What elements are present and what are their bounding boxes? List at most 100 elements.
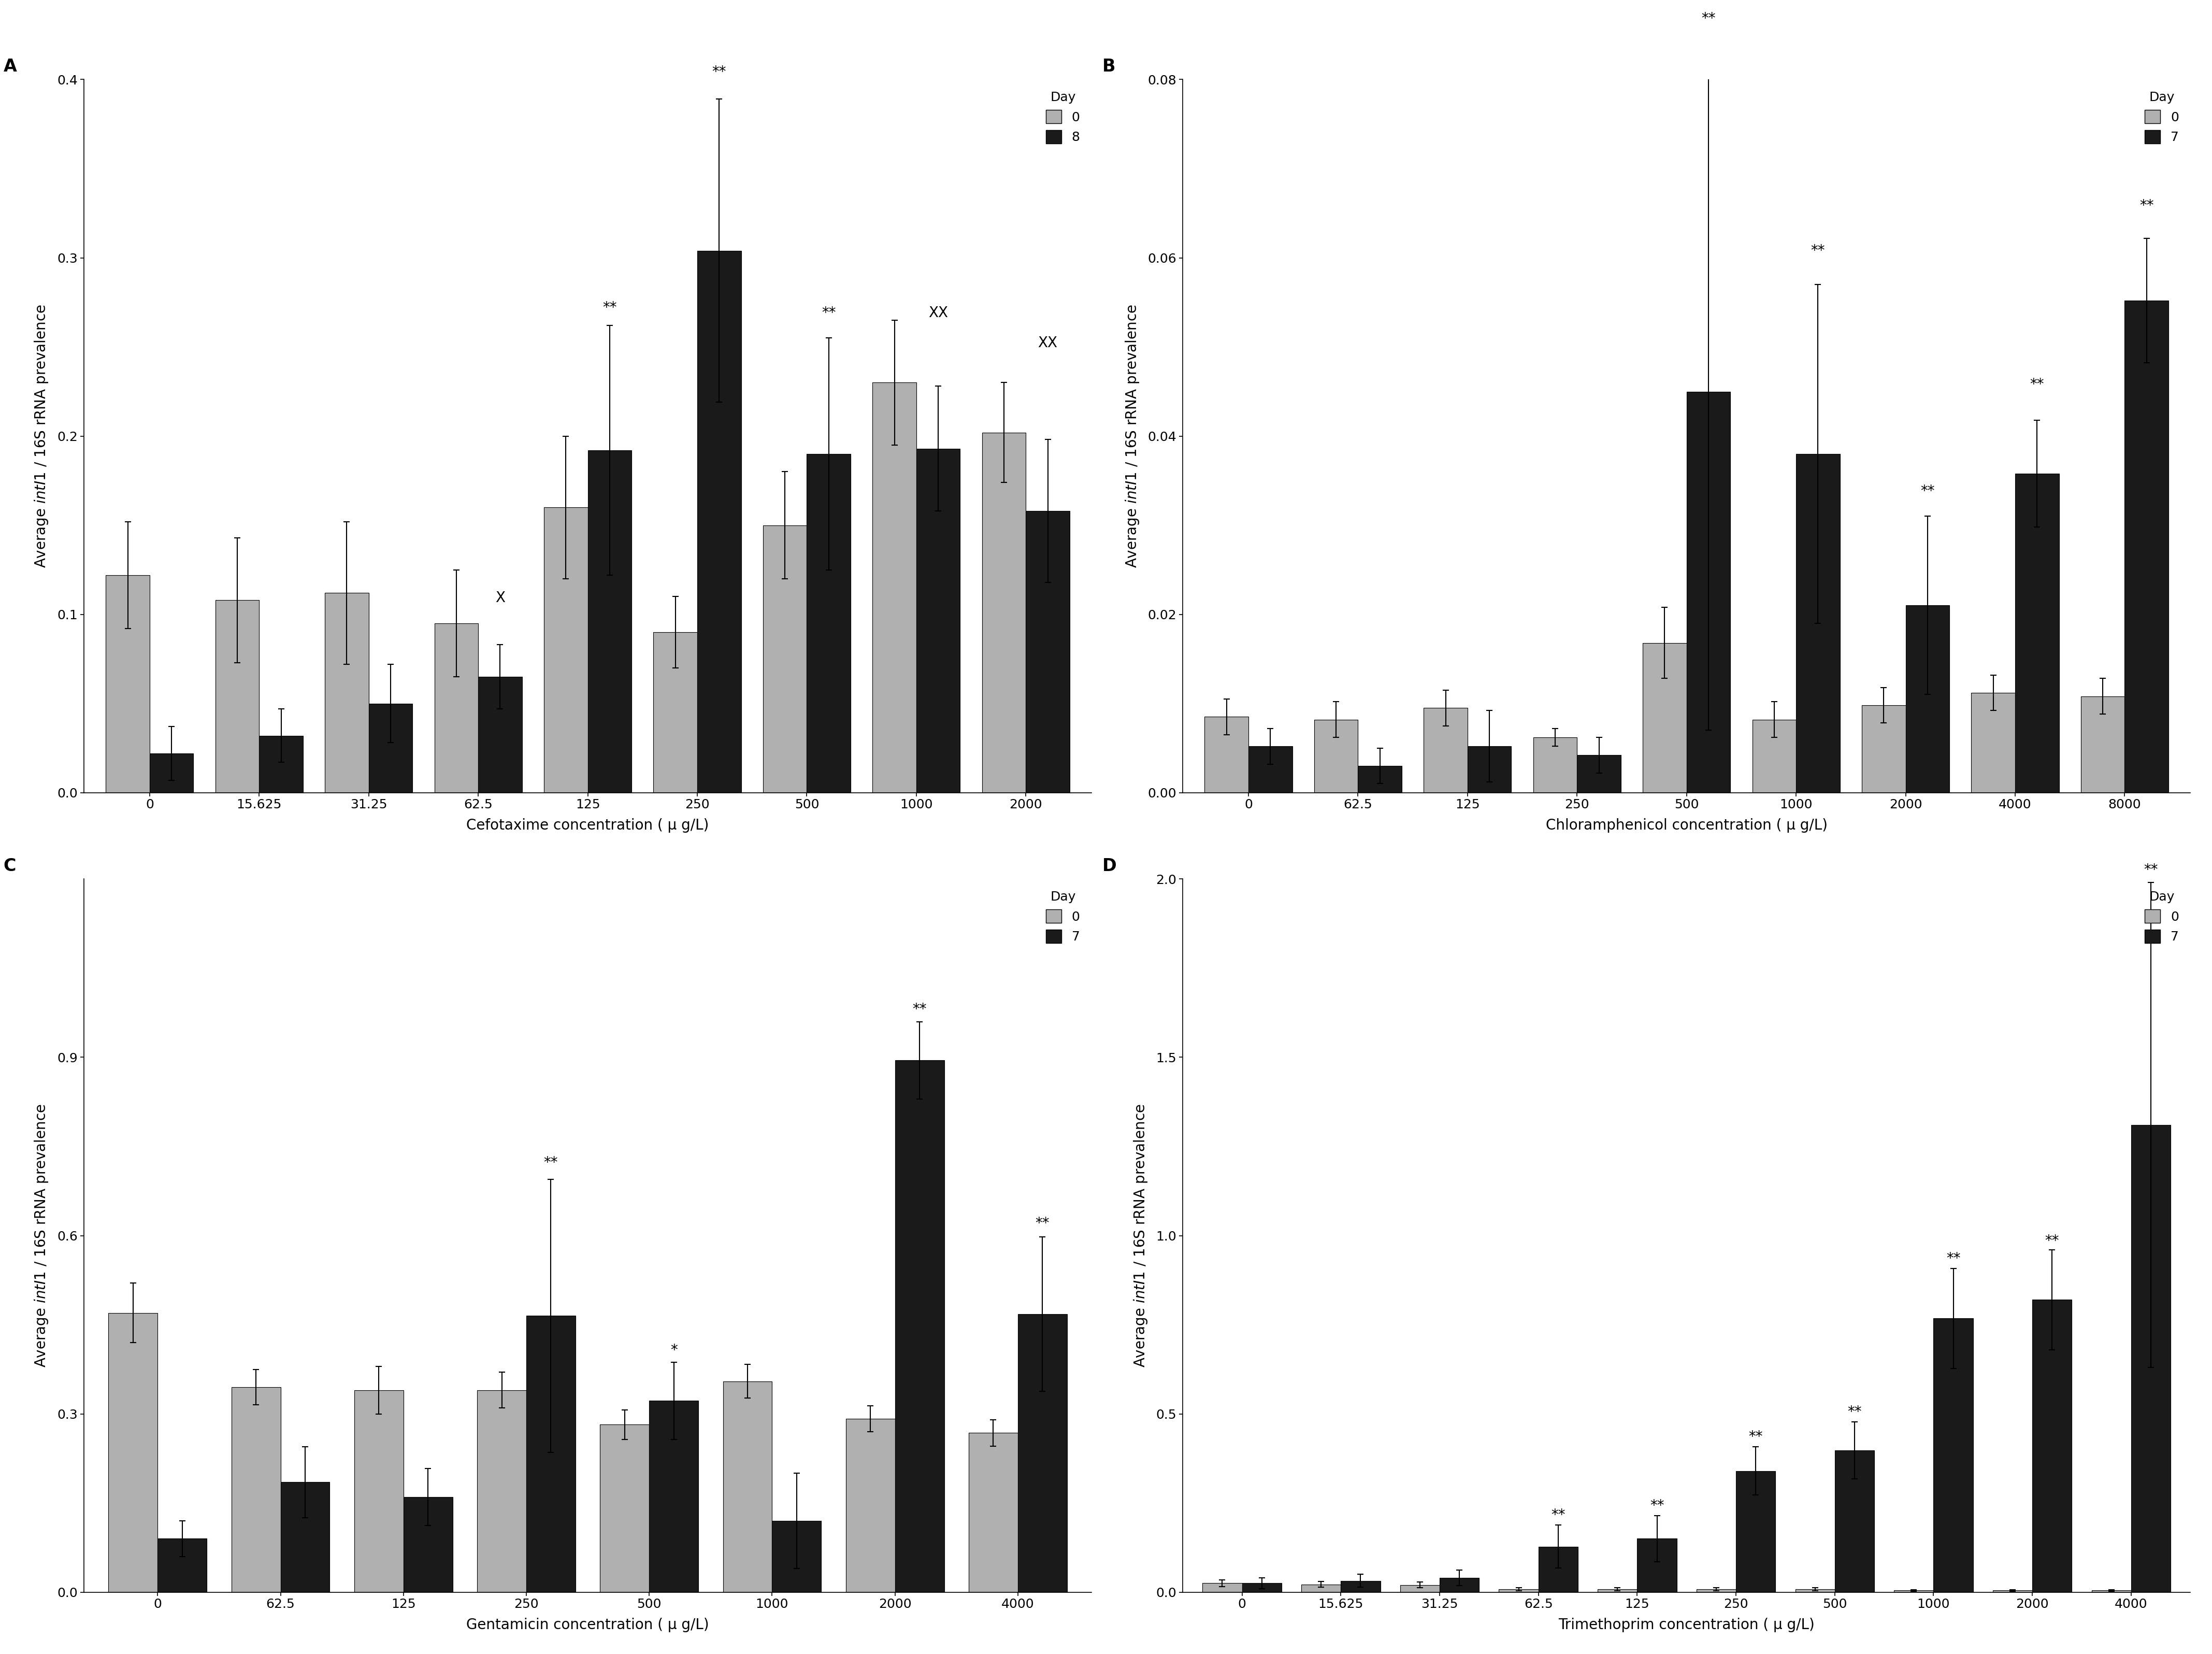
Bar: [369, 703, 411, 792]
Text: XX: XX: [929, 306, 949, 321]
Y-axis label: Average $intI1$ / 16S rRNA prevalence: Average $intI1$ / 16S rRNA prevalence: [1133, 1103, 1148, 1368]
Bar: [1301, 1585, 1340, 1593]
Bar: [969, 1432, 1018, 1593]
Bar: [648, 1401, 699, 1593]
Text: **: **: [1701, 12, 1717, 26]
Y-axis label: Average $intI1$ / 16S rRNA prevalence: Average $intI1$ / 16S rRNA prevalence: [1124, 304, 1141, 567]
Bar: [916, 448, 960, 792]
Bar: [896, 1060, 945, 1593]
Bar: [982, 432, 1026, 792]
Bar: [588, 450, 633, 792]
Text: **: **: [821, 306, 836, 321]
Legend: 0, 7: 0, 7: [2139, 86, 2183, 149]
Bar: [281, 1482, 330, 1593]
Bar: [325, 592, 369, 792]
Text: C: C: [2, 858, 15, 875]
Bar: [354, 1389, 403, 1593]
Bar: [1500, 1589, 1537, 1593]
X-axis label: Trimethoprim concentration ( μ g/L): Trimethoprim concentration ( μ g/L): [1559, 1618, 1814, 1632]
Bar: [763, 526, 807, 792]
Bar: [1358, 766, 1402, 792]
X-axis label: Cefotaxime concentration ( μ g/L): Cefotaxime concentration ( μ g/L): [467, 819, 710, 834]
Bar: [1736, 1470, 1776, 1593]
Bar: [1400, 1585, 1440, 1593]
Bar: [1834, 1451, 1874, 1593]
Bar: [1340, 1581, 1380, 1593]
Bar: [1537, 1546, 1577, 1593]
Bar: [106, 576, 150, 792]
Text: **: **: [2143, 863, 2159, 877]
Bar: [1440, 1578, 1480, 1593]
Bar: [403, 1497, 453, 1593]
Text: **: **: [2031, 377, 2044, 392]
Bar: [215, 600, 259, 792]
Bar: [872, 382, 916, 792]
Bar: [2033, 1300, 2073, 1593]
Legend: 0, 7: 0, 7: [2139, 885, 2183, 948]
Bar: [232, 1388, 281, 1593]
Text: **: **: [1035, 1216, 1048, 1231]
Text: **: **: [911, 1002, 927, 1017]
Text: B: B: [1102, 58, 1115, 74]
Bar: [772, 1520, 821, 1593]
Text: **: **: [1812, 243, 1825, 258]
Bar: [1933, 1318, 1973, 1593]
Bar: [1863, 705, 1905, 792]
Text: **: **: [1750, 1429, 1763, 1444]
Bar: [697, 251, 741, 792]
Bar: [1248, 746, 1292, 792]
Bar: [1314, 719, 1358, 792]
Bar: [1241, 1583, 1281, 1593]
Y-axis label: Average $intI1$ / 16S rRNA prevalence: Average $intI1$ / 16S rRNA prevalence: [33, 304, 51, 567]
Bar: [157, 1538, 206, 1593]
Text: **: **: [1947, 1252, 1960, 1265]
Bar: [1577, 756, 1621, 792]
Bar: [1686, 392, 1730, 792]
Text: **: **: [602, 301, 617, 314]
Bar: [653, 632, 697, 792]
Bar: [1796, 453, 1840, 792]
Bar: [1796, 1589, 1834, 1593]
Bar: [526, 1317, 575, 1593]
Legend: 0, 8: 0, 8: [1040, 86, 1086, 149]
Text: **: **: [1650, 1499, 1663, 1513]
Bar: [150, 754, 192, 792]
Y-axis label: Average $intI1$ / 16S rRNA prevalence: Average $intI1$ / 16S rRNA prevalence: [33, 1103, 51, 1368]
Text: **: **: [544, 1156, 557, 1171]
Bar: [2126, 301, 2168, 792]
Bar: [1752, 719, 1796, 792]
Bar: [723, 1381, 772, 1593]
Bar: [2015, 473, 2059, 792]
Text: X: X: [495, 590, 504, 605]
Bar: [1533, 738, 1577, 792]
Text: **: **: [2044, 1234, 2059, 1249]
Bar: [1905, 605, 1949, 792]
Text: **: **: [1847, 1404, 1863, 1419]
Text: A: A: [2, 58, 18, 74]
Bar: [1467, 746, 1511, 792]
Bar: [599, 1424, 648, 1593]
Text: XX: XX: [1037, 336, 1057, 351]
Bar: [1203, 1583, 1241, 1593]
Bar: [478, 1389, 526, 1593]
Bar: [259, 736, 303, 792]
Text: D: D: [1102, 858, 1117, 875]
Bar: [434, 624, 478, 792]
Bar: [1206, 716, 1248, 792]
Bar: [1644, 643, 1686, 792]
X-axis label: Gentamicin concentration ( μ g/L): Gentamicin concentration ( μ g/L): [467, 1618, 710, 1632]
Text: **: **: [1920, 485, 1936, 498]
Bar: [108, 1313, 157, 1593]
Bar: [845, 1419, 896, 1593]
Bar: [1993, 1591, 2033, 1593]
Text: **: **: [712, 65, 726, 79]
Text: **: **: [1551, 1508, 1566, 1523]
X-axis label: Chloramphenicol concentration ( μ g/L): Chloramphenicol concentration ( μ g/L): [1546, 819, 1827, 834]
Bar: [478, 676, 522, 792]
Bar: [544, 508, 588, 792]
Bar: [1637, 1538, 1677, 1593]
Bar: [1597, 1589, 1637, 1593]
Bar: [1697, 1589, 1736, 1593]
Legend: 0, 7: 0, 7: [1040, 885, 1086, 948]
Bar: [2093, 1591, 2130, 1593]
